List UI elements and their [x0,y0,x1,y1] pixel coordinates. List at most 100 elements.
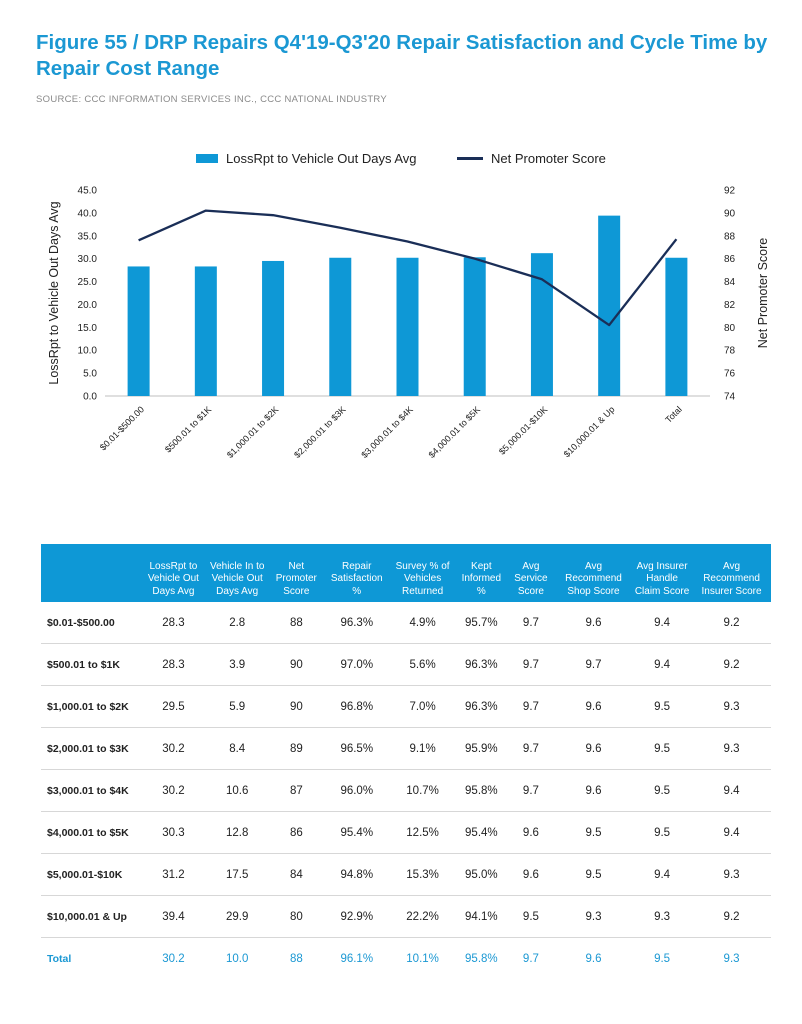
table-cell: 9.6 [554,769,633,812]
table-row: $3,000.01 to $4K 30.2 10.6 87 96.0% 10.7% 95.8… [41,769,771,812]
table-cell: 95.4% [455,811,507,854]
table-cell: 9.6 [554,685,633,728]
table-cell: 30.2 [141,769,206,812]
table-cell: 84 [268,853,325,896]
row-label: $4,000.01 to $5K [41,811,141,854]
table-cell: 29.9 [205,895,269,938]
legend-bar-swatch [196,154,218,163]
table-cell: 96.3% [324,602,390,644]
table-cell: 90 [268,685,325,728]
row-label: $10,000.01 & Up [41,895,141,938]
table-cell: 9.3 [692,853,771,896]
table-cell: 28.3 [141,643,206,686]
category-label: $500.01 to $1K [163,404,213,454]
table-cell: 10.1% [389,937,456,979]
column-header: Avg Service Score [506,544,555,602]
table-cell: 94.8% [324,853,390,896]
y2-tick-label: 78 [724,346,736,357]
table-cell: 9.1% [389,727,456,770]
table-cell: 9.3 [692,727,771,770]
table-cell: 9.5 [632,727,693,770]
y2-tick-label: 74 [724,392,736,403]
table-cell: 94.1% [455,895,507,938]
y-tick-label: 25.0 [78,277,98,288]
table-row: $1,000.01 to $2K 29.5 5.9 90 96.8% 7.0% 96.3% 9… [41,685,771,728]
table-header-row: LossRpt to Vehicle Out Days Avg Vehicle I… [41,544,771,602]
table-cell: 87 [268,769,325,812]
bar [194,266,217,396]
y2-tick-label: 86 [724,254,736,265]
category-label: Total [663,404,684,425]
table-cell: 95.4% [324,811,390,854]
bar [329,257,352,396]
table-cell: 96.1% [324,937,390,979]
table-cell: 28.3 [141,602,206,644]
column-header: Net Promoter Score [268,544,325,602]
table-row: $0.01-$500.00 28.3 2.8 88 96.3% 4.9% 95.7% 9.7 9… [41,602,771,644]
table-cell: 9.5 [632,685,693,728]
bar [127,266,150,396]
table-cell: 96.3% [455,685,507,728]
table-cell: 12.5% [389,811,456,854]
data-table: LossRpt to Vehicle Out Days Avg Vehicle I… [41,544,771,979]
y-tick-label: 30.0 [78,254,98,265]
table-cell: 9.4 [692,811,771,854]
y2-tick-label: 82 [724,300,736,311]
total-row: Total 30.2 10.0 88 96.1% 10.1% 95.8% 9.7 9.6 9.5 9… [41,937,771,979]
table-cell: 9.6 [506,811,555,854]
table-cell: 9.5 [506,895,555,938]
table-cell: 80 [268,895,325,938]
table-cell: 95.9% [455,727,507,770]
y2-tick-label: 80 [724,323,736,334]
y2-tick-label: 92 [724,186,736,197]
table-cell: 15.3% [389,853,456,896]
y2-tick-label: 88 [724,231,736,242]
row-label: $0.01-$500.00 [41,602,141,644]
legend-item-line: Net Promoter Score [457,151,606,166]
source-note: SOURCE: CCC INFORMATION SERVICES INC., C… [36,94,388,105]
y-tick-label: 10.0 [78,346,98,357]
y-tick-label: 40.0 [78,208,98,219]
table-cell: 7.0% [389,685,456,728]
table-cell: 5.9 [205,685,269,728]
y2-tick-label: 76 [724,369,736,380]
table-cell: 22.2% [389,895,456,938]
table-cell: 4.9% [389,602,456,644]
table-cell: 31.2 [141,853,206,896]
y-tick-label: 0.0 [83,392,97,403]
table-cell: 95.0% [455,853,507,896]
table-cell: 5.6% [389,643,456,686]
legend-line-swatch [457,157,483,160]
table-cell: 95.8% [455,769,507,812]
table-row: $5,000.01-$10K 31.2 17.5 84 94.8% 15.3% 95.0% 9… [41,853,771,896]
table-cell: 10.6 [205,769,269,812]
table-cell: 92.9% [324,895,390,938]
table-cell: 9.2 [692,895,771,938]
table-cell: 9.3 [692,685,771,728]
table-cell: 2.8 [205,602,269,644]
table-cell: 17.5 [205,853,269,896]
table-cell: 9.2 [692,643,771,686]
row-label: $5,000.01-$10K [41,853,141,896]
column-header: Avg Recommend Shop Score [554,544,633,602]
category-label: $5,000.01-$10K [497,404,549,456]
y2-tick-label: 90 [724,208,736,219]
column-header: Kept Informed % [455,544,507,602]
table-cell: 96.8% [324,685,390,728]
table-row: $500.01 to $1K 28.3 3.9 90 97.0% 5.6% 96.3% 9.7… [41,643,771,686]
bar [396,257,419,396]
bar [598,215,621,396]
table-cell: 9.4 [632,853,693,896]
chart-legend: LossRpt to Vehicle Out Days Avg Net Prom… [0,151,802,171]
table-cell: 9.7 [506,643,555,686]
y-tick-label: 35.0 [78,231,98,242]
table-cell: 96.0% [324,769,390,812]
table-cell: 9.5 [632,937,693,979]
y-tick-label: 20.0 [78,300,98,311]
table-cell: 9.7 [506,937,555,979]
table-cell: 9.4 [692,769,771,812]
table-cell: 30.2 [141,727,206,770]
y-axis-title: LossRpt to Vehicle Out Days Avg [47,201,61,384]
table-cell: 9.4 [632,643,693,686]
table-cell: 9.3 [554,895,633,938]
